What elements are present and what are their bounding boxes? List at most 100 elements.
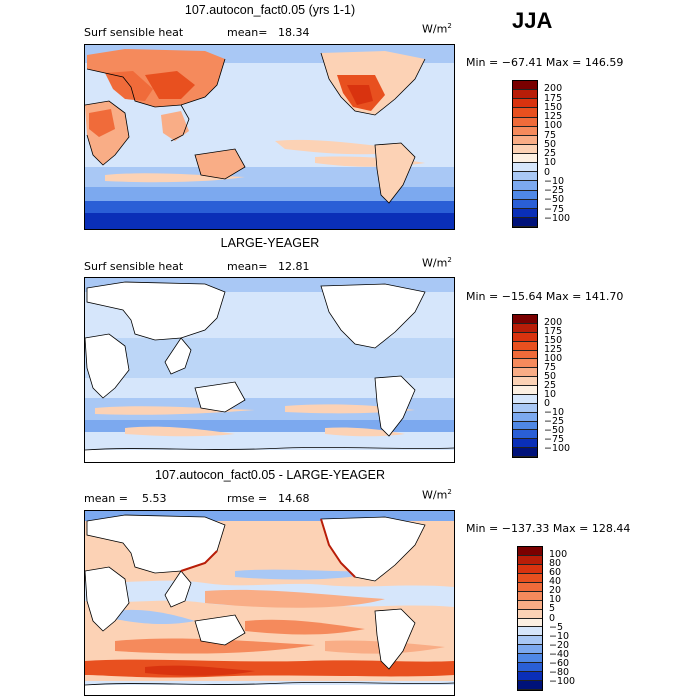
colorbar-tick-label: 25 [544,148,557,159]
colorbar-swatch [513,315,537,324]
colorbar-tick-label: 40 [549,576,562,588]
colorbar-tick-label: 5 [549,603,556,615]
colorbar-tick-label: −100 [544,212,571,224]
colorbar-tick-label: 100 [549,549,568,561]
colorbar-tick-label: 10 [544,157,557,169]
colorbar-swatch [513,350,537,360]
panel1-colorbar [512,80,538,228]
colorbar-swatch [513,163,537,173]
colorbar-swatch [518,663,542,673]
colorbar-swatch [513,199,537,209]
colorbar-swatch [513,117,537,127]
colorbar-swatch [513,126,537,136]
colorbar-swatch [513,81,537,91]
colorbar-tick-label: 25 [544,380,557,391]
colorbar-tick-label: 125 [544,111,563,122]
colorbar-tick-label: −5 [549,621,564,633]
panel2-minmax: Min = −15.64 Max = 141.70 [466,290,624,303]
colorbar-swatch [513,181,537,191]
colorbar-swatch [518,573,542,583]
colorbar-swatch [513,359,537,369]
colorbar-swatch [513,448,537,457]
colorbar-tick-label: 175 [544,92,563,104]
colorbar-tick-label: 20 [549,585,562,597]
colorbar-swatch [513,394,537,404]
colorbar-tick-label: 0 [544,166,551,178]
colorbar-tick-label: −100 [549,675,576,687]
colorbar-tick-label: 0 [544,398,551,409]
panel2-title: LARGE-YEAGER [220,236,320,250]
colorbar-swatch [513,386,537,395]
colorbar-tick-label: −75 [544,203,565,215]
panel2-map [84,277,455,463]
colorbar-swatch [513,99,537,109]
colorbar-swatch [513,430,537,440]
colorbar-tick-label: −40 [549,648,570,660]
season-label: JJA [512,8,553,33]
panel1-mean-label: mean= [227,26,268,39]
panel3-map [84,510,455,696]
panel3-title: 107.autocon_fact0.05 - LARGE-YEAGER [155,468,385,482]
colorbar-swatch [513,332,537,342]
colorbar-swatch [518,618,542,628]
colorbar-tick-label: 10 [549,594,562,606]
colorbar-tick-label: 150 [544,101,563,113]
panel2-mean-label: mean= [227,260,268,273]
panel1-variable-label: Surf sensible heat [84,26,184,39]
colorbar-swatch [513,208,537,218]
colorbar-swatch [518,627,542,637]
panel3-mean-label: mean = [84,492,128,505]
colorbar-swatch [513,190,537,200]
colorbar-tick-label: 50 [544,371,557,382]
colorbar-tick-label: 100 [544,120,563,132]
colorbar-swatch [518,654,542,664]
panel1-unit: W/m2 [422,22,452,36]
panel3-colorbar [517,546,543,691]
colorbar-swatch [513,439,537,449]
colorbar-tick-label: −50 [544,425,565,436]
colorbar-tick-label: −10 [544,175,565,187]
colorbar-tick-label: −25 [544,416,565,427]
colorbar-tick-label: −10 [544,407,565,418]
colorbar-tick-label: 50 [544,138,557,150]
colorbar-swatch [518,636,542,646]
colorbar-swatch [513,403,537,413]
panel1-map [84,44,455,230]
colorbar-tick-label: −20 [549,639,570,651]
panel2-unit: W/m2 [422,256,452,270]
colorbar-swatch [518,547,542,556]
colorbar-tick-label: 125 [544,344,563,355]
colorbar-swatch [518,600,542,610]
panel1-title: 107.autocon_fact0.05 (yrs 1-1) [184,3,356,17]
colorbar-swatch [518,555,542,565]
colorbar-swatch [513,108,537,118]
colorbar-tick-label: −80 [549,666,570,678]
colorbar-swatch [513,135,537,145]
colorbar-tick-label: 75 [544,129,557,141]
colorbar-tick-label: 150 [544,335,563,346]
colorbar-swatch [518,681,542,690]
colorbar-tick-label: 100 [544,353,563,364]
colorbar-swatch [513,90,537,100]
panel2-colorbar [512,314,538,458]
colorbar-swatch [518,609,542,619]
colorbar-tick-label: −100 [544,443,571,454]
colorbar-swatch [518,582,542,592]
panel3-rmse-label: rmse = [227,492,268,505]
colorbar-swatch [518,645,542,655]
colorbar-swatch [513,144,537,154]
colorbar-swatch [513,154,537,164]
panel2-mean-value: 12.81 [278,260,310,273]
colorbar-swatch [513,421,537,431]
colorbar-swatch [513,172,537,182]
panel3-unit: W/m2 [422,488,452,502]
colorbar-swatch [513,412,537,422]
colorbar-tick-label: −50 [544,194,565,206]
colorbar-swatch [513,377,537,386]
panel2-variable-label: Surf sensible heat [84,260,184,273]
colorbar-tick-label: 175 [544,326,563,337]
colorbar-tick-label: 200 [544,317,563,328]
colorbar-tick-label: 0 [549,612,556,624]
colorbar-swatch [513,323,537,333]
panel3-rmse-value: 14.68 [278,492,310,505]
